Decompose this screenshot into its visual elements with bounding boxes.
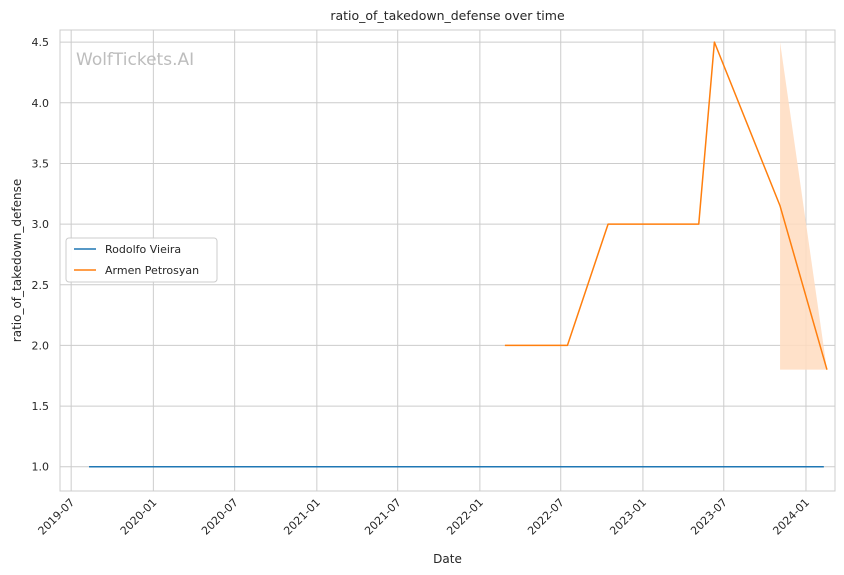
y-tick-label: 2.5 (32, 279, 50, 292)
x-tick-label: 2021-01 (281, 496, 323, 538)
y-tick-label: 4.5 (32, 36, 50, 49)
confidence-bands (780, 42, 827, 370)
y-tick-label: 3.0 (32, 218, 50, 231)
x-tick-label: 2020-01 (118, 496, 160, 538)
legend: Rodolfo Vieira Armen Petrosyan (65, 237, 218, 283)
y-tick-label: 3.5 (32, 157, 50, 170)
x-tick-label: 2021-07 (362, 496, 404, 538)
x-gridlines (70, 30, 807, 491)
y-tick-labels: 1.0 1.5 2.0 2.5 3.0 3.5 4.0 4.5 (32, 36, 50, 474)
x-tick-label: 2022-01 (444, 496, 486, 538)
watermark: WolfTickets.AI (76, 50, 194, 70)
x-tick-labels: 2019-07 2020-01 2020-07 2021-01 2021-07 2022-… (36, 496, 812, 538)
legend-label: Armen Petrosyan (105, 264, 199, 277)
x-tick-label: 2024-01 (770, 496, 812, 538)
legend-label: Rodolfo Vieira (105, 243, 181, 256)
confidence-band (780, 42, 827, 370)
y-tick-label: 1.5 (32, 400, 50, 413)
legend-box (65, 237, 218, 283)
x-axis-label: Date (433, 552, 462, 566)
x-tick-label: 2019-07 (36, 496, 78, 538)
x-tick-label: 2020-07 (199, 496, 241, 538)
y-tick-label: 1.0 (32, 461, 50, 474)
plot-frame (59, 29, 836, 492)
x-tick-label: 2023-01 (607, 496, 649, 538)
series-line-1 (504, 41, 828, 370)
y-axis-label: ratio_of_takedown_defense (10, 179, 24, 342)
y-tick-label: 4.0 (32, 97, 50, 110)
x-tick-label: 2023-07 (688, 496, 730, 538)
y-tick-label: 2.0 (32, 339, 50, 352)
chart-title: ratio_of_takedown_defense over time (330, 8, 565, 23)
series-lines (89, 41, 828, 468)
x-tick-label: 2022-07 (525, 496, 567, 538)
